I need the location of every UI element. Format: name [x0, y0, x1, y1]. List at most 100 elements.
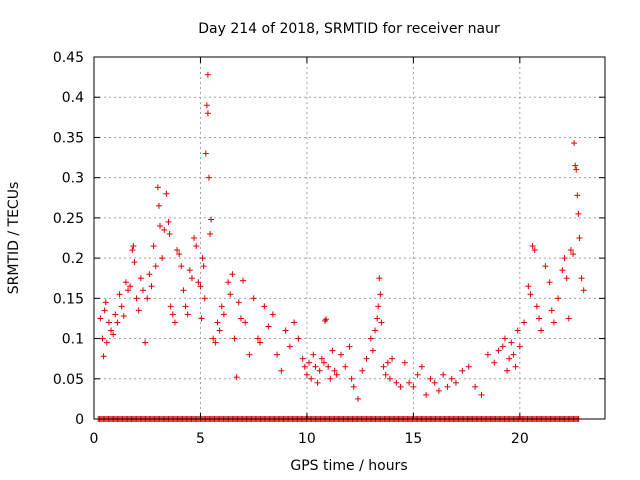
data-point: [100, 353, 107, 360]
data-point: [254, 335, 261, 342]
y-tick-label: 0.05: [53, 372, 84, 388]
data-point: [327, 375, 334, 382]
data-point: [372, 327, 379, 334]
data-point: [491, 359, 498, 366]
data-point: [150, 243, 157, 250]
data-point: [299, 355, 306, 362]
data-point: [514, 327, 521, 334]
data-point: [573, 166, 580, 173]
data-point: [440, 371, 447, 378]
data-point: [188, 275, 195, 282]
data-point: [200, 263, 207, 270]
data-point: [414, 371, 421, 378]
data-point: [516, 343, 523, 350]
data-point: [495, 347, 502, 354]
data-point: [427, 375, 434, 382]
data-point: [165, 218, 172, 225]
data-point: [550, 319, 557, 326]
data-point: [214, 319, 221, 326]
y-tick-label: 0.3: [62, 171, 84, 187]
data-point: [127, 283, 134, 290]
data-point: [538, 327, 545, 334]
y-tick-label: 0.25: [53, 211, 84, 227]
data-point: [571, 140, 578, 147]
data-point: [484, 351, 491, 358]
data-point: [112, 311, 119, 318]
data-point: [548, 307, 555, 314]
axis-ticks: [93, 56, 605, 420]
data-point: [102, 299, 109, 306]
data-point: [359, 367, 366, 374]
data-point: [555, 295, 562, 302]
data-point: [142, 339, 149, 346]
data-point: [148, 283, 155, 290]
data-point: [203, 102, 210, 109]
data-point: [103, 339, 110, 346]
data-point: [512, 363, 519, 370]
data-point: [312, 363, 319, 370]
data-point: [227, 291, 234, 298]
data-point: [159, 255, 166, 262]
data-point: [133, 295, 140, 302]
data-point: [155, 202, 162, 209]
data-point: [195, 279, 202, 286]
data-point: [527, 291, 534, 298]
data-point: [199, 255, 206, 262]
data-point: [377, 291, 384, 298]
data-point: [265, 323, 272, 330]
data-point: [418, 363, 425, 370]
data-point: [448, 375, 455, 382]
data-point: [201, 295, 208, 302]
data-point: [144, 295, 151, 302]
data-point: [178, 263, 185, 270]
data-point: [180, 287, 187, 294]
data-point: [204, 71, 211, 78]
data-point: [167, 303, 174, 310]
data-point: [303, 371, 310, 378]
data-point: [310, 351, 317, 358]
data-point: [118, 303, 125, 310]
data-point: [208, 216, 215, 223]
y-tick-label: 0.4: [62, 90, 84, 106]
y-tick-label: 0.1: [62, 332, 84, 348]
data-point: [465, 363, 472, 370]
data-point: [202, 150, 209, 157]
data-point: [506, 355, 513, 362]
data-point: [152, 263, 159, 270]
data-point: [237, 315, 244, 322]
data-point: [384, 359, 391, 366]
data-point: [423, 391, 430, 398]
x-axis-label: GPS time / hours: [290, 458, 407, 474]
data-point: [261, 303, 268, 310]
data-point: [269, 311, 276, 318]
data-point: [472, 383, 479, 390]
data-point: [108, 327, 115, 334]
data-point: [459, 367, 466, 374]
data-point: [316, 367, 323, 374]
x-tick-labels: 0 5 10 15 20: [90, 431, 529, 447]
data-point: [337, 351, 344, 358]
data-point: [574, 192, 581, 199]
y-tick-labels: 0 0.05 0.1 0.15 0.2 0.25 0.3 0.35 0.4 0.45: [53, 50, 84, 428]
data-point: [363, 355, 370, 362]
data-point: [169, 311, 176, 318]
x-tick-label: 5: [196, 431, 205, 447]
data-point: [122, 279, 129, 286]
plot-frame: [93, 56, 606, 420]
data-point: [501, 335, 508, 342]
data-point: [139, 287, 146, 294]
y-tick-label: 0.45: [53, 50, 84, 66]
data-point: [274, 351, 281, 358]
data-point: [580, 287, 587, 294]
data-point: [291, 319, 298, 326]
data-point: [499, 343, 506, 350]
data-point: [563, 275, 570, 282]
data-point: [197, 283, 204, 290]
data-point: [198, 315, 205, 322]
data-point: [242, 319, 249, 326]
data-point: [380, 363, 387, 370]
data-point: [166, 230, 173, 237]
data-point: [186, 267, 193, 274]
